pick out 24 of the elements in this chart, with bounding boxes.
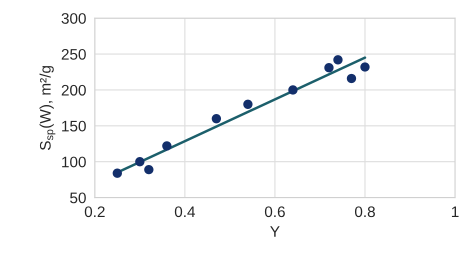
y-tick-label: 150: [62, 120, 86, 132]
x-tick-label: 0.8: [354, 206, 375, 218]
point: [288, 85, 298, 95]
y-tick-label: 100: [62, 156, 86, 168]
point: [144, 164, 154, 174]
x-tick-label: 0.4: [174, 206, 196, 218]
point: [324, 63, 334, 72]
y-tick-label: 200: [62, 84, 86, 96]
point: [112, 168, 122, 178]
x-axis-title: Y: [270, 226, 280, 237]
y-tick-label: 300: [62, 13, 86, 24]
y-axis-title: S$_{sp}$(W), m²/g: [40, 66, 56, 150]
x-tick-label: 1: [452, 206, 459, 218]
point: [162, 141, 172, 151]
point: [360, 62, 370, 72]
point: [346, 74, 356, 84]
x-tick-label: 0.6: [264, 206, 285, 218]
y-tick-label: 250: [62, 48, 86, 60]
point: [243, 100, 253, 109]
x-tick-label: 0.2: [84, 206, 105, 218]
y-tick-label: 50: [70, 192, 86, 204]
point: [212, 114, 222, 124]
point: [333, 55, 343, 64]
point: [135, 157, 144, 166]
